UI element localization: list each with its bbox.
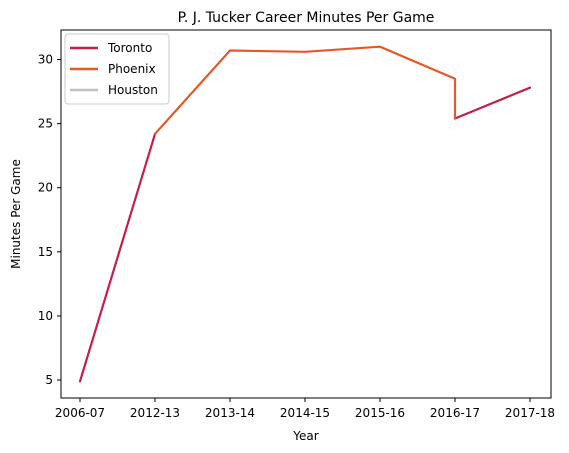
x-tick-label: 2017-18 — [505, 406, 555, 420]
x-tick-label: 2015-16 — [355, 406, 405, 420]
plot-frame — [60, 29, 552, 399]
y-tick-label: 5 — [45, 373, 53, 387]
x-tick-label: 2013-14 — [205, 406, 255, 420]
legend: Toronto Phoenix Houston — [64, 33, 170, 105]
y-tick-label: 10 — [38, 309, 53, 323]
legend-label-phoenix: Phoenix — [108, 62, 156, 76]
y-tick-label: 25 — [38, 117, 53, 131]
y-tick-label: 20 — [38, 181, 53, 195]
x-tick-label: 2006-07 — [55, 406, 105, 420]
y-tick-label: 30 — [38, 52, 53, 66]
legend-label-houston: Houston — [108, 83, 158, 97]
series-line-toronto — [78, 86, 532, 383]
legend-label-toronto: Toronto — [107, 41, 152, 55]
x-tick-label: 2016-17 — [430, 406, 480, 420]
legend-frame — [64, 33, 170, 105]
x-axis: 2006-07 2012-13 2013-14 2014-15 2015-16 2016-… — [55, 398, 555, 420]
series-line-phoenix — [153, 45, 457, 135]
y-axis: 5 10 15 20 25 30 — [38, 52, 61, 387]
plot-lines — [78, 45, 532, 383]
y-tick-label: 15 — [38, 245, 53, 259]
x-axis-label: Year — [292, 429, 318, 443]
y-axis-label: Minutes Per Game — [9, 159, 23, 269]
x-tick-label: 2014-15 — [280, 406, 330, 420]
chart-title: P. J. Tucker Career Minutes Per Game — [178, 10, 435, 26]
x-tick-label: 2012-13 — [130, 406, 180, 420]
